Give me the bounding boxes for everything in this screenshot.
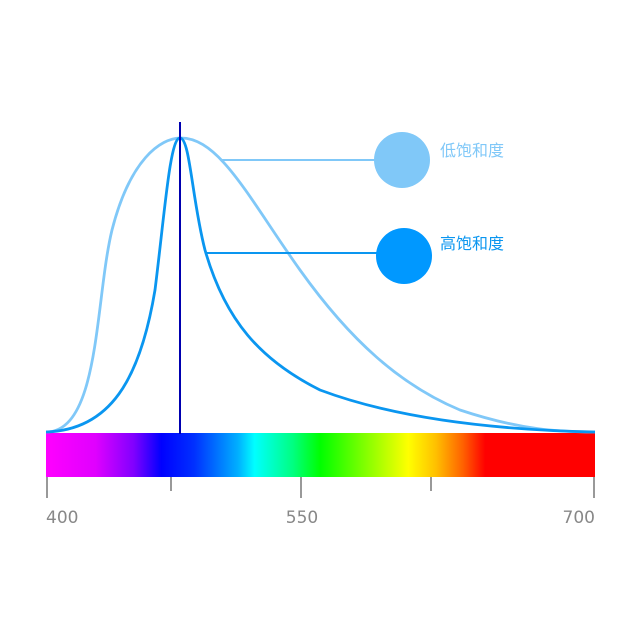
tick-label-550: 550 [286,508,318,528]
tick-label-400: 400 [46,508,78,528]
low-saturation-label: 低饱和度 [440,141,504,160]
spectrum-bar [46,433,595,477]
high-saturation-label: 高饱和度 [440,234,504,253]
low-saturation-swatch [374,132,430,188]
x-axis [46,477,595,498]
low-saturation-curve [45,136,596,434]
high-saturation-swatch [376,228,432,284]
high-saturation-curve [45,136,596,434]
tick-label-700: 700 [563,508,595,528]
